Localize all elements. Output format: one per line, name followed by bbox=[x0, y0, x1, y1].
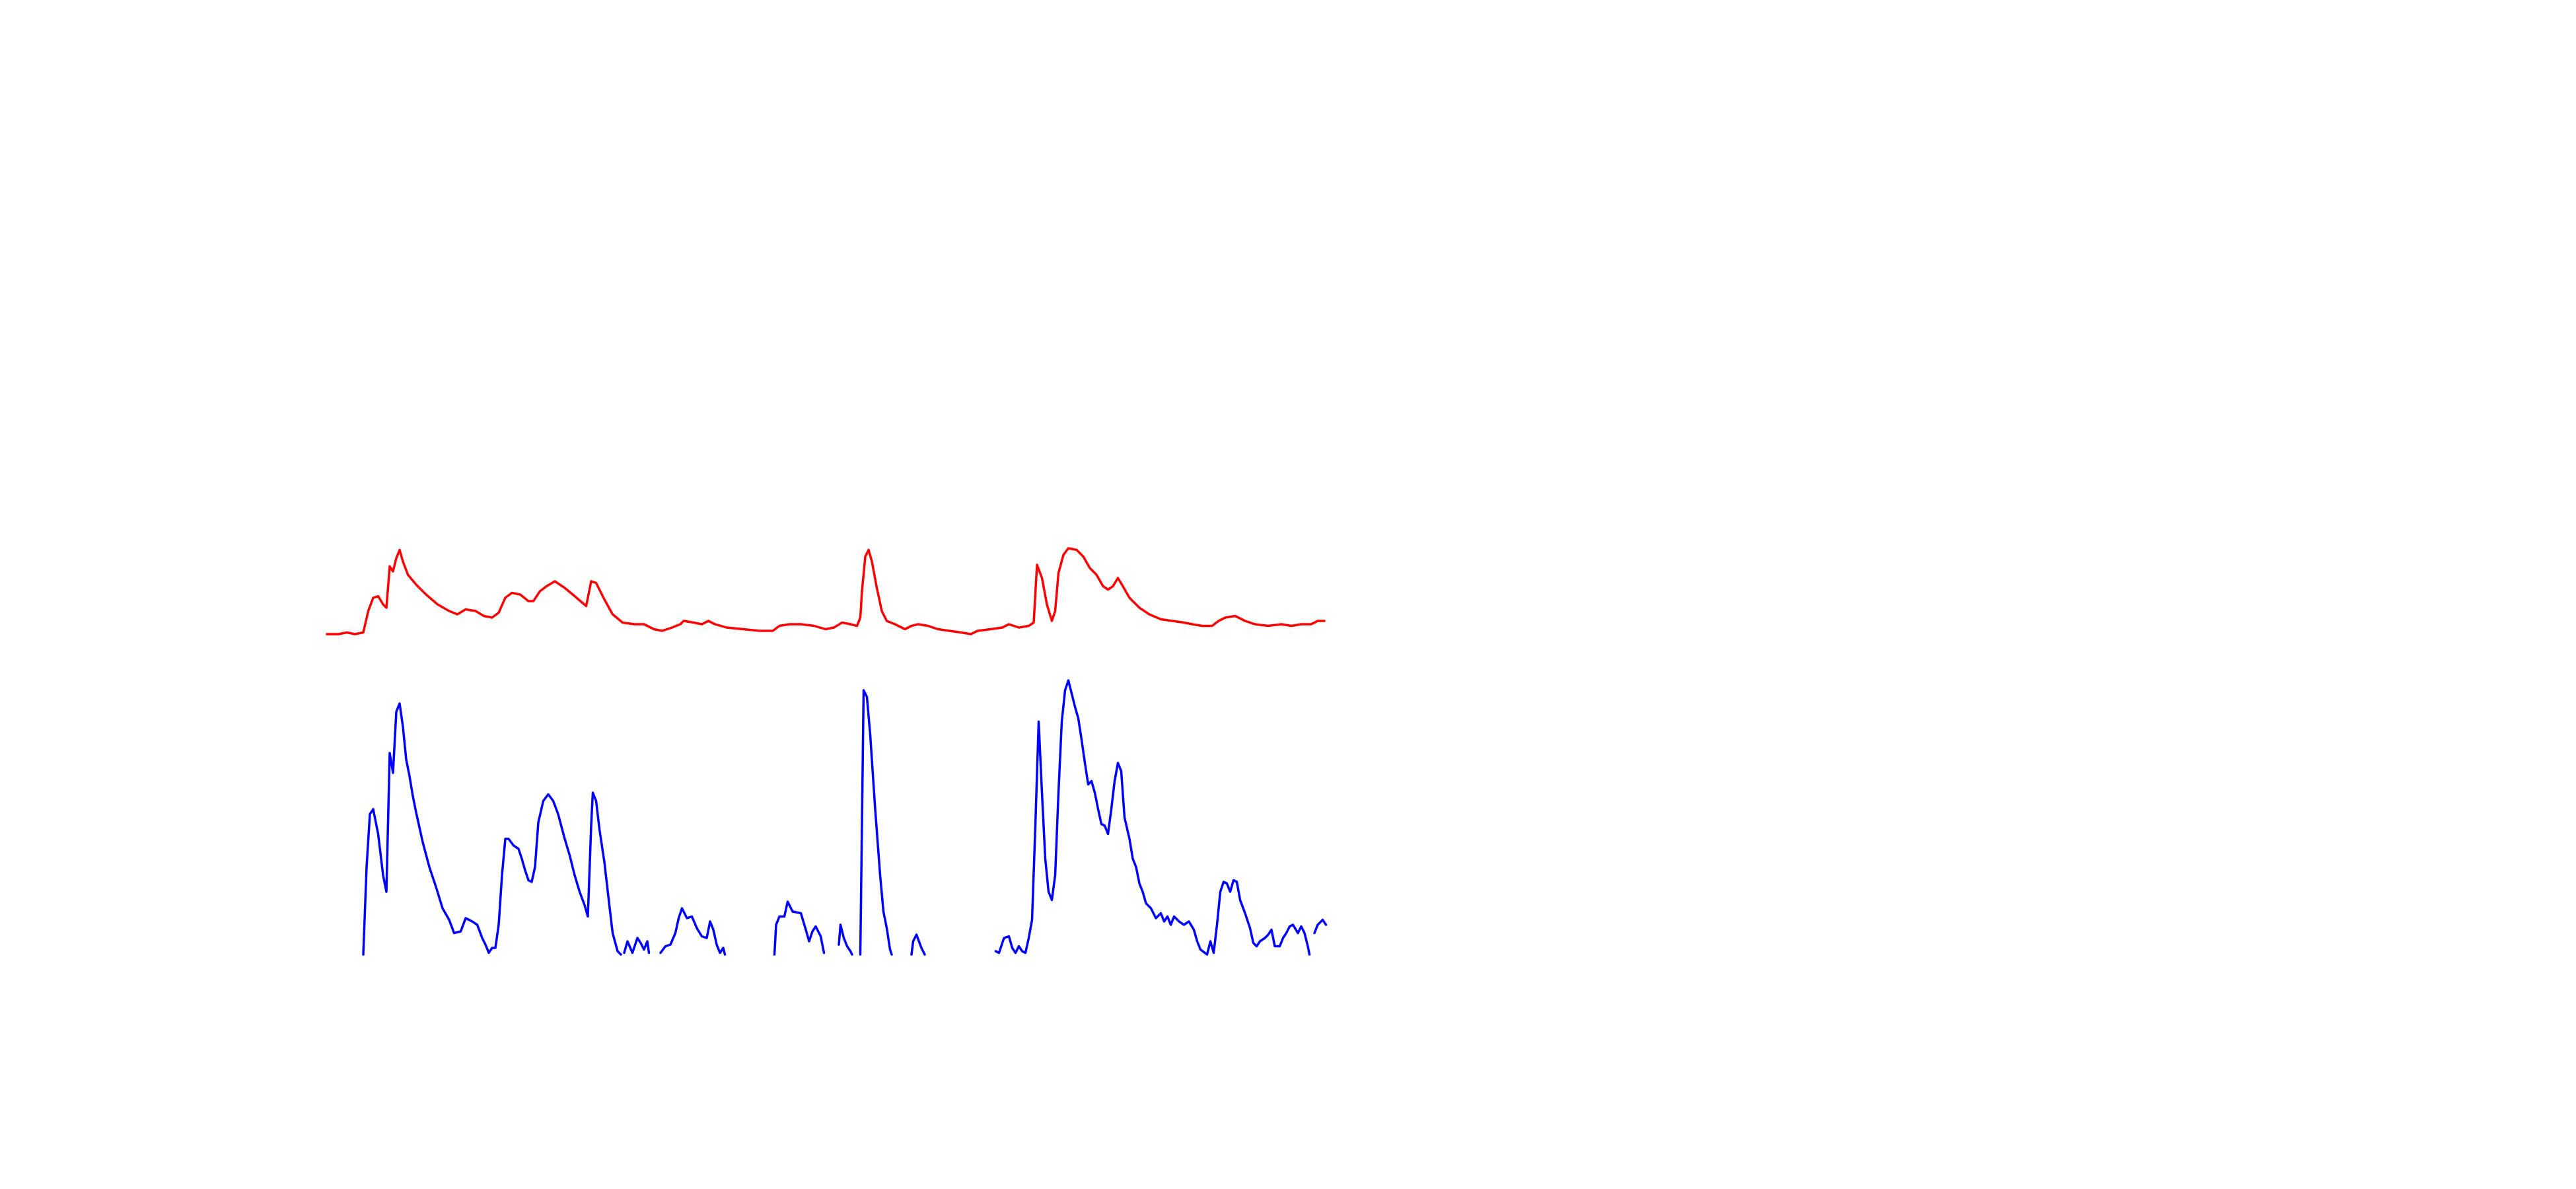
series-line bbox=[362, 679, 1328, 956]
series-line bbox=[326, 547, 1326, 635]
